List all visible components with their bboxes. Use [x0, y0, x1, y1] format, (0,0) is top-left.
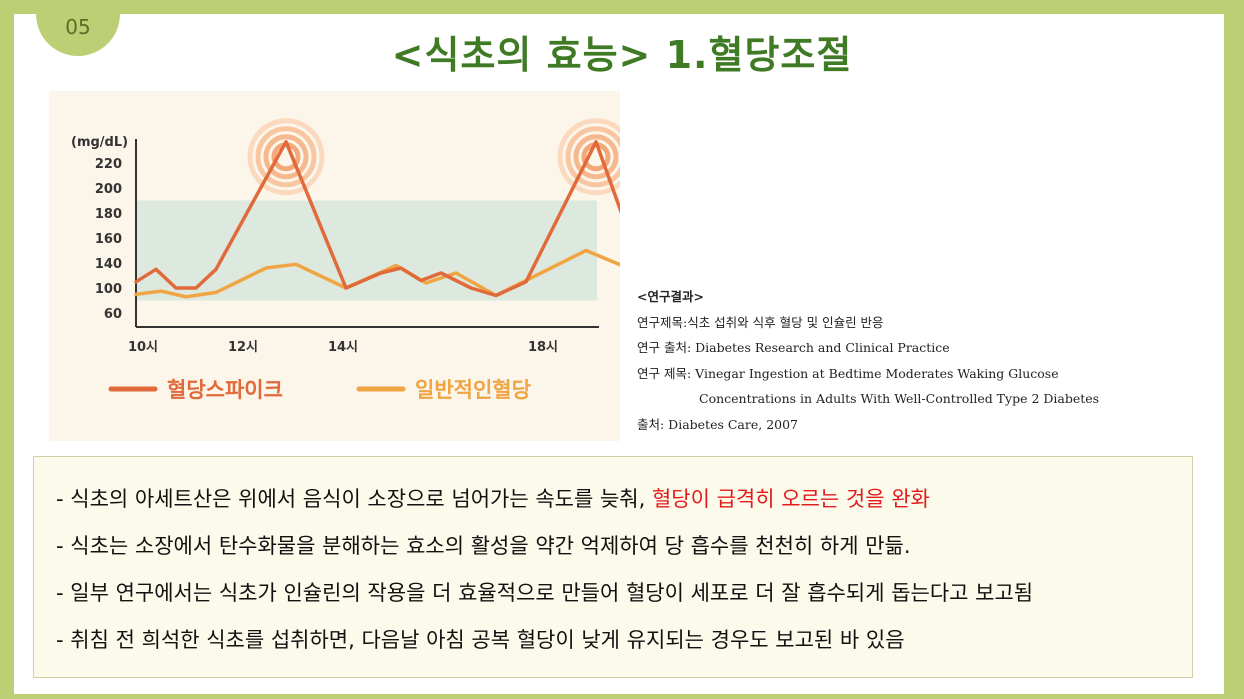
- series-line: [134, 140, 620, 298]
- chart-svg: (mg/dL)6010014016018020022010시12시14시18시2…: [71, 118, 620, 402]
- peak-ripple: [557, 118, 620, 196]
- note-line: - 식초는 소장에서 탄수화물을 분해하는 효소의 활성을 약간 억제하여 당 …: [56, 534, 911, 558]
- y-tick-label: 60: [104, 307, 122, 322]
- x-tick-label: 18시: [528, 340, 558, 355]
- y-tick-label: 220: [95, 157, 122, 172]
- peak-ripple: [565, 126, 620, 188]
- blood-sugar-chart: (mg/dL)6010014016018020022010시12시14시18시2…: [49, 91, 620, 441]
- x-tick-label: 10시: [128, 340, 158, 355]
- study-line: 연구제목:식초 섭취와 식후 혈당 및 인슐린 반응: [637, 314, 884, 330]
- peak-ripple: [573, 134, 619, 180]
- study-line: 연구 제목: Vinegar Ingestion at Bedtime Mode…: [637, 365, 1059, 381]
- notes-box: - 식초의 아세트산은 위에서 음식이 소장으로 넘어가는 속도를 늦춰, 혈당…: [33, 456, 1193, 678]
- note-line: - 일부 연구에서는 식초가 인슐린의 작용을 더 효율적으로 만들어 혈당이 …: [56, 581, 1034, 605]
- x-tick-label: 14시: [328, 340, 358, 355]
- y-tick-label: 180: [95, 207, 122, 222]
- study-heading: <연구결과>: [637, 289, 704, 304]
- legend-label: 일반적인혈당: [415, 378, 531, 402]
- y-tick-label: 200: [95, 182, 122, 197]
- peak-ripple: [247, 118, 325, 196]
- x-tick-label: 12시: [228, 340, 258, 355]
- normal-range-band: [136, 200, 597, 301]
- note-text: - 식초의 아세트산은 위에서 음식이 소장으로 넘어가는 속도를 늦춰,: [56, 487, 652, 511]
- y-tick-label: 140: [95, 257, 122, 272]
- legend-label: 혈당스파이크: [167, 378, 283, 402]
- study-line: Concentrations in Adults With Well-Contr…: [699, 391, 1100, 406]
- y-axis-label: (mg/dL): [71, 135, 128, 150]
- peak-ripple: [263, 134, 309, 180]
- y-tick-label: 100: [95, 282, 122, 297]
- study-line: 출처: Diabetes Care, 2007: [637, 416, 799, 432]
- slide-title: <식초의 효능> 1.혈당조절: [391, 33, 853, 77]
- study-info: <연구결과> 연구제목:식초 섭취와 식후 혈당 및 인슐린 반응 연구 출처:…: [637, 287, 1197, 440]
- peak-ripple: [255, 126, 317, 188]
- note-line: - 취침 전 희석한 식초를 섭취하면, 다음날 아침 공복 혈당이 낮게 유지…: [56, 628, 905, 652]
- note-highlight: 혈당이 급격히 오르는 것을 완화: [651, 487, 930, 511]
- note-line: - 식초의 아세트산은 위에서 음식이 소장으로 넘어가는 속도를 늦춰, 혈당…: [56, 479, 1192, 526]
- y-tick-label: 160: [95, 232, 122, 247]
- study-line: 연구 출처: Diabetes Research and Clinical Pr…: [637, 340, 950, 355]
